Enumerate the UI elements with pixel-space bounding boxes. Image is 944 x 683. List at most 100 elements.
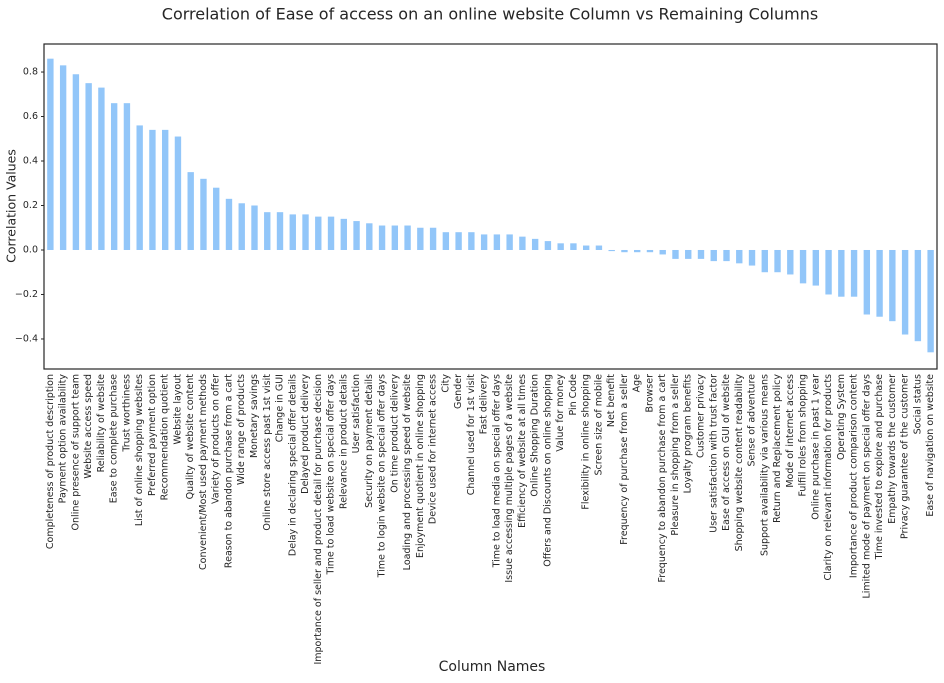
bar [748,249,756,266]
bar [200,178,207,250]
bar [761,249,768,273]
x-tick-label: Ease of navigation on website [925,374,936,517]
x-tick-label: Delayed product delivery [300,374,311,494]
bar [646,249,654,253]
x-tick-label: Gender [453,374,464,409]
bar [889,249,896,322]
x-tick-label: Age [632,374,643,393]
x-tick-label: Payment option availability [58,374,69,504]
x-tick-label: Social status [912,374,923,434]
x-tick-label: On time product delivery [389,374,400,493]
x-tick-label: Convenient/Most used payment methods [198,374,209,570]
x-tick-label: Loading and processing speed of website [402,374,413,570]
x-tick-label: Clarity on relevant information for prod… [823,374,834,581]
bar [455,232,462,250]
bar [378,225,386,250]
bar [238,203,245,250]
x-tick-label: Security on payment details [364,374,375,508]
x-tick-label: Change in GUI [275,374,286,442]
x-tick-label: Reason to abandon purchase from a cart [223,374,234,568]
bar [98,87,105,250]
y-tick-label: 0.8 [23,67,38,78]
bar [659,249,666,255]
x-tick-label: Recommendation quotient [160,374,171,501]
x-tick-label: Browser [644,374,655,413]
x-tick-label: Fast delivery [479,374,490,435]
x-tick-label: Website layout [172,374,183,445]
x-tick-label: Ease to complete purchase [109,374,120,503]
x-tick-label: Frequency of purchase from a seller [619,374,630,545]
bar [876,249,883,317]
x-tick-label: Trust worthiness [121,374,132,453]
bar [315,216,322,250]
x-tick-label: Delay in declaring special offer details [287,374,298,556]
plot-frame [43,43,938,370]
bar [812,249,819,286]
x-tick-label: Online store access past 1st visit [262,374,273,531]
x-tick-label: Mode of internet access [785,374,796,488]
bar [187,172,194,250]
bar [838,249,845,297]
x-tick-label: Empathy towards the customer [887,374,898,524]
bar [136,125,143,250]
bar [710,249,717,262]
bar [519,236,526,250]
bar [391,225,399,250]
y-tick-label: −0.2 [15,289,38,300]
x-tick-label: Preferred payment option [147,374,158,496]
x-axis-label: Column Names [439,659,546,675]
bar [901,249,909,335]
bar [531,238,539,250]
y-tick-label: 0.4 [23,156,38,167]
x-tick-label: Value for money [555,374,566,452]
bar [251,205,258,250]
bar [289,214,296,250]
x-tick-label: Online presence of support team [70,374,81,530]
bar [366,223,373,250]
x-tick-label: Device used for internet access [428,374,439,524]
bar [149,129,156,250]
x-tick-label: Support availability via various means [759,374,770,556]
bar [85,83,92,250]
bar [264,212,271,250]
x-tick-label: Offers and Discounts on online shopping [542,374,553,567]
bar [162,129,169,250]
x-tick-label: Frequency to abandon purchase from a car… [657,374,668,583]
x-tick-label: Pin Code [568,374,579,416]
x-tick-label: Ease of access on GUI of website [721,374,732,531]
x-tick-label: Quality of website content [185,374,196,500]
x-tick-label: Monetary savings [249,374,260,458]
bar [621,249,628,253]
bar [429,227,437,250]
x-tick-label: Efficiency of website at all times [517,374,528,528]
bar [927,249,934,353]
bar [685,249,692,259]
bar [672,249,679,259]
bar [825,249,832,295]
x-tick-label: Operating System [836,374,847,460]
x-tick-label: Importance of seller and product detail … [313,374,324,665]
bar [59,65,67,250]
x-tick-label: Online purchase in past 1 year [810,374,821,520]
x-tick-label: Flexibility in online shopping [581,374,592,510]
bar [914,249,922,342]
bar [595,245,603,250]
x-tick-label: Relevance in product details [338,374,349,509]
x-tick-label: Return and Replacement policy [772,374,783,523]
x-tick-label: Shopping website content readability [734,374,745,552]
bar [174,136,182,250]
bar [353,221,360,250]
y-tick-label: 0.0 [23,244,38,255]
bar [340,218,347,250]
x-tick-label: Limited mode of payment on special offer… [861,374,872,599]
x-tick-label: Time to load website on special offer da… [326,374,337,576]
x-tick-label: Time to login website on special offer d… [377,374,388,578]
x-tick-label: Loyalty program benefits [683,374,694,493]
bar [417,227,424,250]
x-tick-label: Time to load media on special offer days [491,374,502,568]
bar [327,216,335,250]
x-tick-label: Enjoyment quotient in online shopping [415,374,426,558]
x-tick-label: Variety of products on offer [211,374,222,504]
bar [480,234,488,250]
bar [123,103,131,250]
